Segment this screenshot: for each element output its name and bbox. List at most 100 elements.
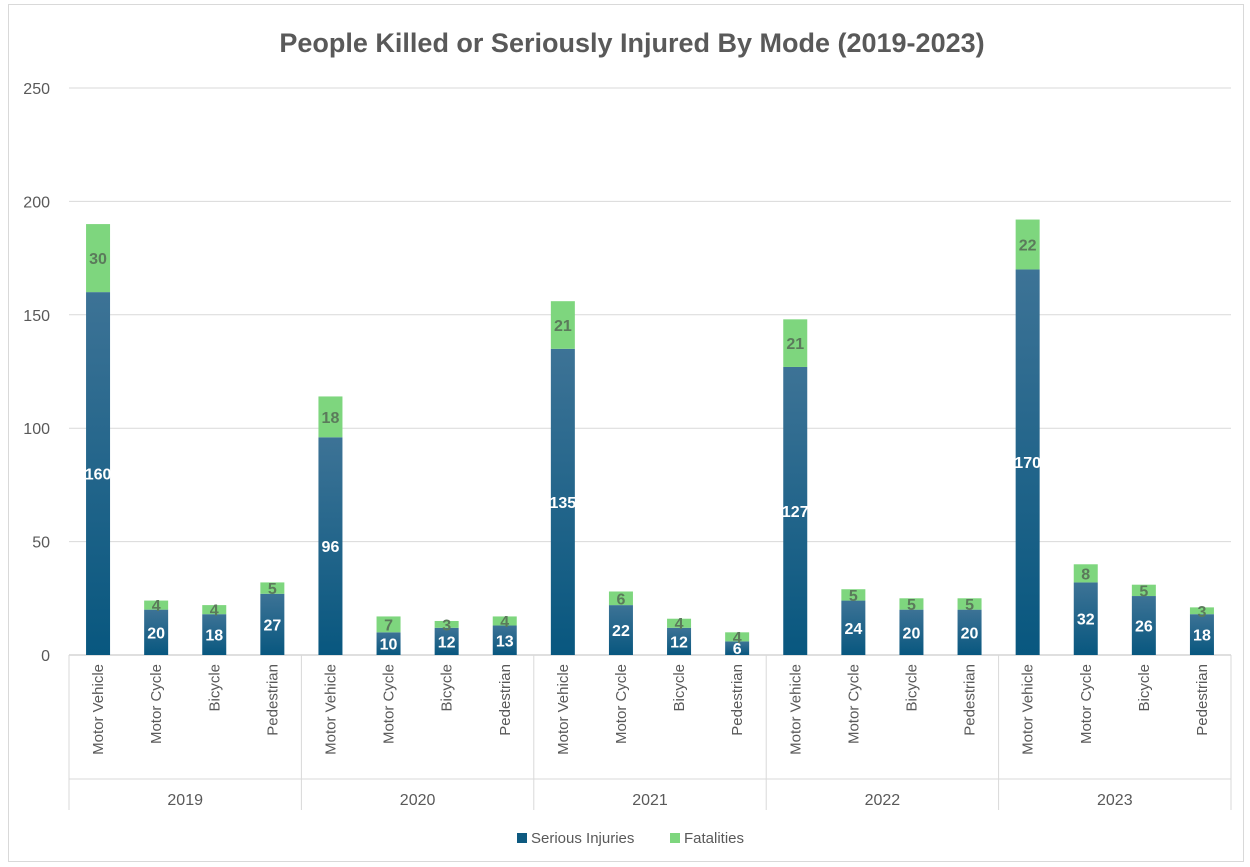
x-category-label: Pedestrian: [497, 664, 514, 736]
data-label-fatalities: 18: [322, 410, 340, 427]
data-label-fatalities: 4: [210, 603, 219, 620]
x-category-label: Bicycle: [206, 664, 223, 712]
data-label-fatalities: 5: [965, 597, 974, 614]
data-label-fatalities: 4: [152, 598, 161, 615]
data-label-fatalities: 4: [733, 630, 742, 647]
bar-fatalities: [667, 618, 692, 628]
bar-fatalities: [376, 616, 401, 633]
chart-title: People Killed or Seriously Injured By Mo…: [279, 28, 984, 58]
bar-fatalities: [841, 589, 866, 601]
data-label-serious-injuries: 6: [733, 641, 742, 658]
bar-serious-injuries: [899, 609, 924, 655]
x-category-label: Bicycle: [903, 664, 920, 712]
bar-serious-injuries: [841, 600, 866, 655]
bar-fatalities: [608, 591, 633, 606]
bar-fatalities: [86, 224, 111, 293]
bar-serious-injuries: [783, 366, 808, 655]
bar-serious-injuries: [1015, 269, 1040, 655]
x-category-label: Bicycle: [439, 664, 456, 712]
bar-serious-injuries: [667, 627, 692, 655]
data-label-fatalities: 3: [442, 617, 451, 634]
data-label-serious-injuries: 20: [903, 625, 921, 642]
bar-serious-injuries: [318, 437, 343, 655]
data-label-serious-injuries: 12: [670, 634, 688, 651]
legend-swatch-serious-injuries: [517, 833, 527, 843]
bar-serious-injuries: [202, 614, 227, 655]
data-label-serious-injuries: 27: [263, 617, 281, 634]
legend-label-serious-injuries: Serious Injuries: [531, 830, 634, 847]
data-label-serious-injuries: 20: [147, 625, 165, 642]
bars: 1603020418427596181071231341352122612464…: [85, 219, 1214, 658]
bar-fatalities: [783, 319, 808, 367]
data-label-serious-injuries: 18: [1193, 628, 1211, 645]
data-label-fatalities: 21: [786, 336, 804, 353]
y-tick-label: 0: [41, 648, 50, 665]
data-label-serious-injuries: 96: [322, 539, 340, 556]
x-group-label: 2023: [1097, 792, 1133, 809]
x-group-label: 2022: [865, 792, 901, 809]
bar-fatalities: [1189, 607, 1214, 615]
bar-fatalities: [1015, 219, 1040, 270]
bar-fatalities: [492, 616, 517, 626]
data-label-serious-injuries: 18: [205, 628, 223, 645]
x-category-label: Pedestrian: [264, 664, 281, 736]
y-tick-label: 100: [23, 421, 50, 438]
y-tick-label: 50: [32, 535, 50, 552]
bar-serious-injuries: [725, 641, 750, 655]
bar-fatalities: [899, 598, 924, 610]
bar-serious-injuries: [260, 593, 285, 655]
x-category-label: Motor Vehicle: [322, 664, 339, 755]
bar-serious-injuries: [434, 627, 459, 655]
bar-serious-injuries: [550, 348, 575, 655]
y-tick-label: 200: [23, 194, 50, 211]
x-category-label: Motor Vehicle: [1020, 664, 1037, 755]
gridlines: [69, 87, 1231, 656]
data-label-fatalities: 21: [554, 318, 572, 335]
x-category-label: Motor Vehicle: [90, 664, 107, 755]
x-category-label: Motor Cycle: [613, 664, 630, 744]
x-category-label: Motor Cycle: [845, 664, 862, 744]
y-axis-ticks: 0 50 100 150 200 250: [23, 81, 50, 665]
x-category-label: Bicycle: [671, 664, 688, 712]
data-label-serious-injuries: 12: [438, 634, 456, 651]
bar-fatalities: [957, 598, 982, 610]
data-label-serious-injuries: 10: [380, 637, 398, 654]
bar-fatalities: [260, 582, 285, 594]
bar-fatalities: [434, 620, 459, 628]
bar-serious-injuries: [1073, 582, 1098, 655]
bar-serious-injuries: [144, 609, 169, 655]
x-category-label: Bicycle: [1136, 664, 1153, 712]
data-label-serious-injuries: 160: [85, 467, 112, 484]
y-tick-label: 150: [23, 308, 50, 325]
data-label-fatalities: 6: [616, 591, 625, 608]
data-label-fatalities: 5: [268, 581, 277, 598]
x-category-label: Motor Cycle: [1078, 664, 1095, 744]
bar-fatalities: [725, 632, 750, 642]
data-label-serious-injuries: 135: [549, 495, 576, 512]
bar-serious-injuries: [492, 625, 517, 655]
x-category-label: Pedestrian: [729, 664, 746, 736]
data-label-serious-injuries: 32: [1077, 612, 1095, 629]
bar-fatalities: [318, 396, 343, 438]
data-label-fatalities: 5: [1139, 583, 1148, 600]
data-label-fatalities: 22: [1019, 237, 1037, 254]
bar-serious-injuries: [1131, 596, 1156, 655]
data-label-serious-injuries: 20: [961, 625, 979, 642]
data-label-serious-injuries: 170: [1014, 455, 1041, 472]
data-label-serious-injuries: 24: [844, 621, 862, 638]
data-label-fatalities: 5: [849, 588, 858, 605]
data-label-fatalities: 7: [384, 617, 393, 634]
data-label-fatalities: 30: [89, 251, 107, 268]
bar-fatalities: [1073, 564, 1098, 583]
x-group-label: 2021: [632, 792, 668, 809]
x-category-label: Motor Cycle: [148, 664, 165, 744]
x-category-label: Motor Cycle: [381, 664, 398, 744]
x-axis: Motor Vehicle Motor Cycle Bicycle Pedestria…: [68, 655, 1232, 810]
data-label-serious-injuries: 22: [612, 623, 630, 640]
x-category-label: Motor Vehicle: [555, 664, 572, 755]
x-group-label: 2020: [400, 792, 436, 809]
data-label-fatalities: 4: [675, 616, 684, 633]
bar-serious-injuries: [1189, 614, 1214, 655]
x-group-label: 2019: [167, 792, 203, 809]
